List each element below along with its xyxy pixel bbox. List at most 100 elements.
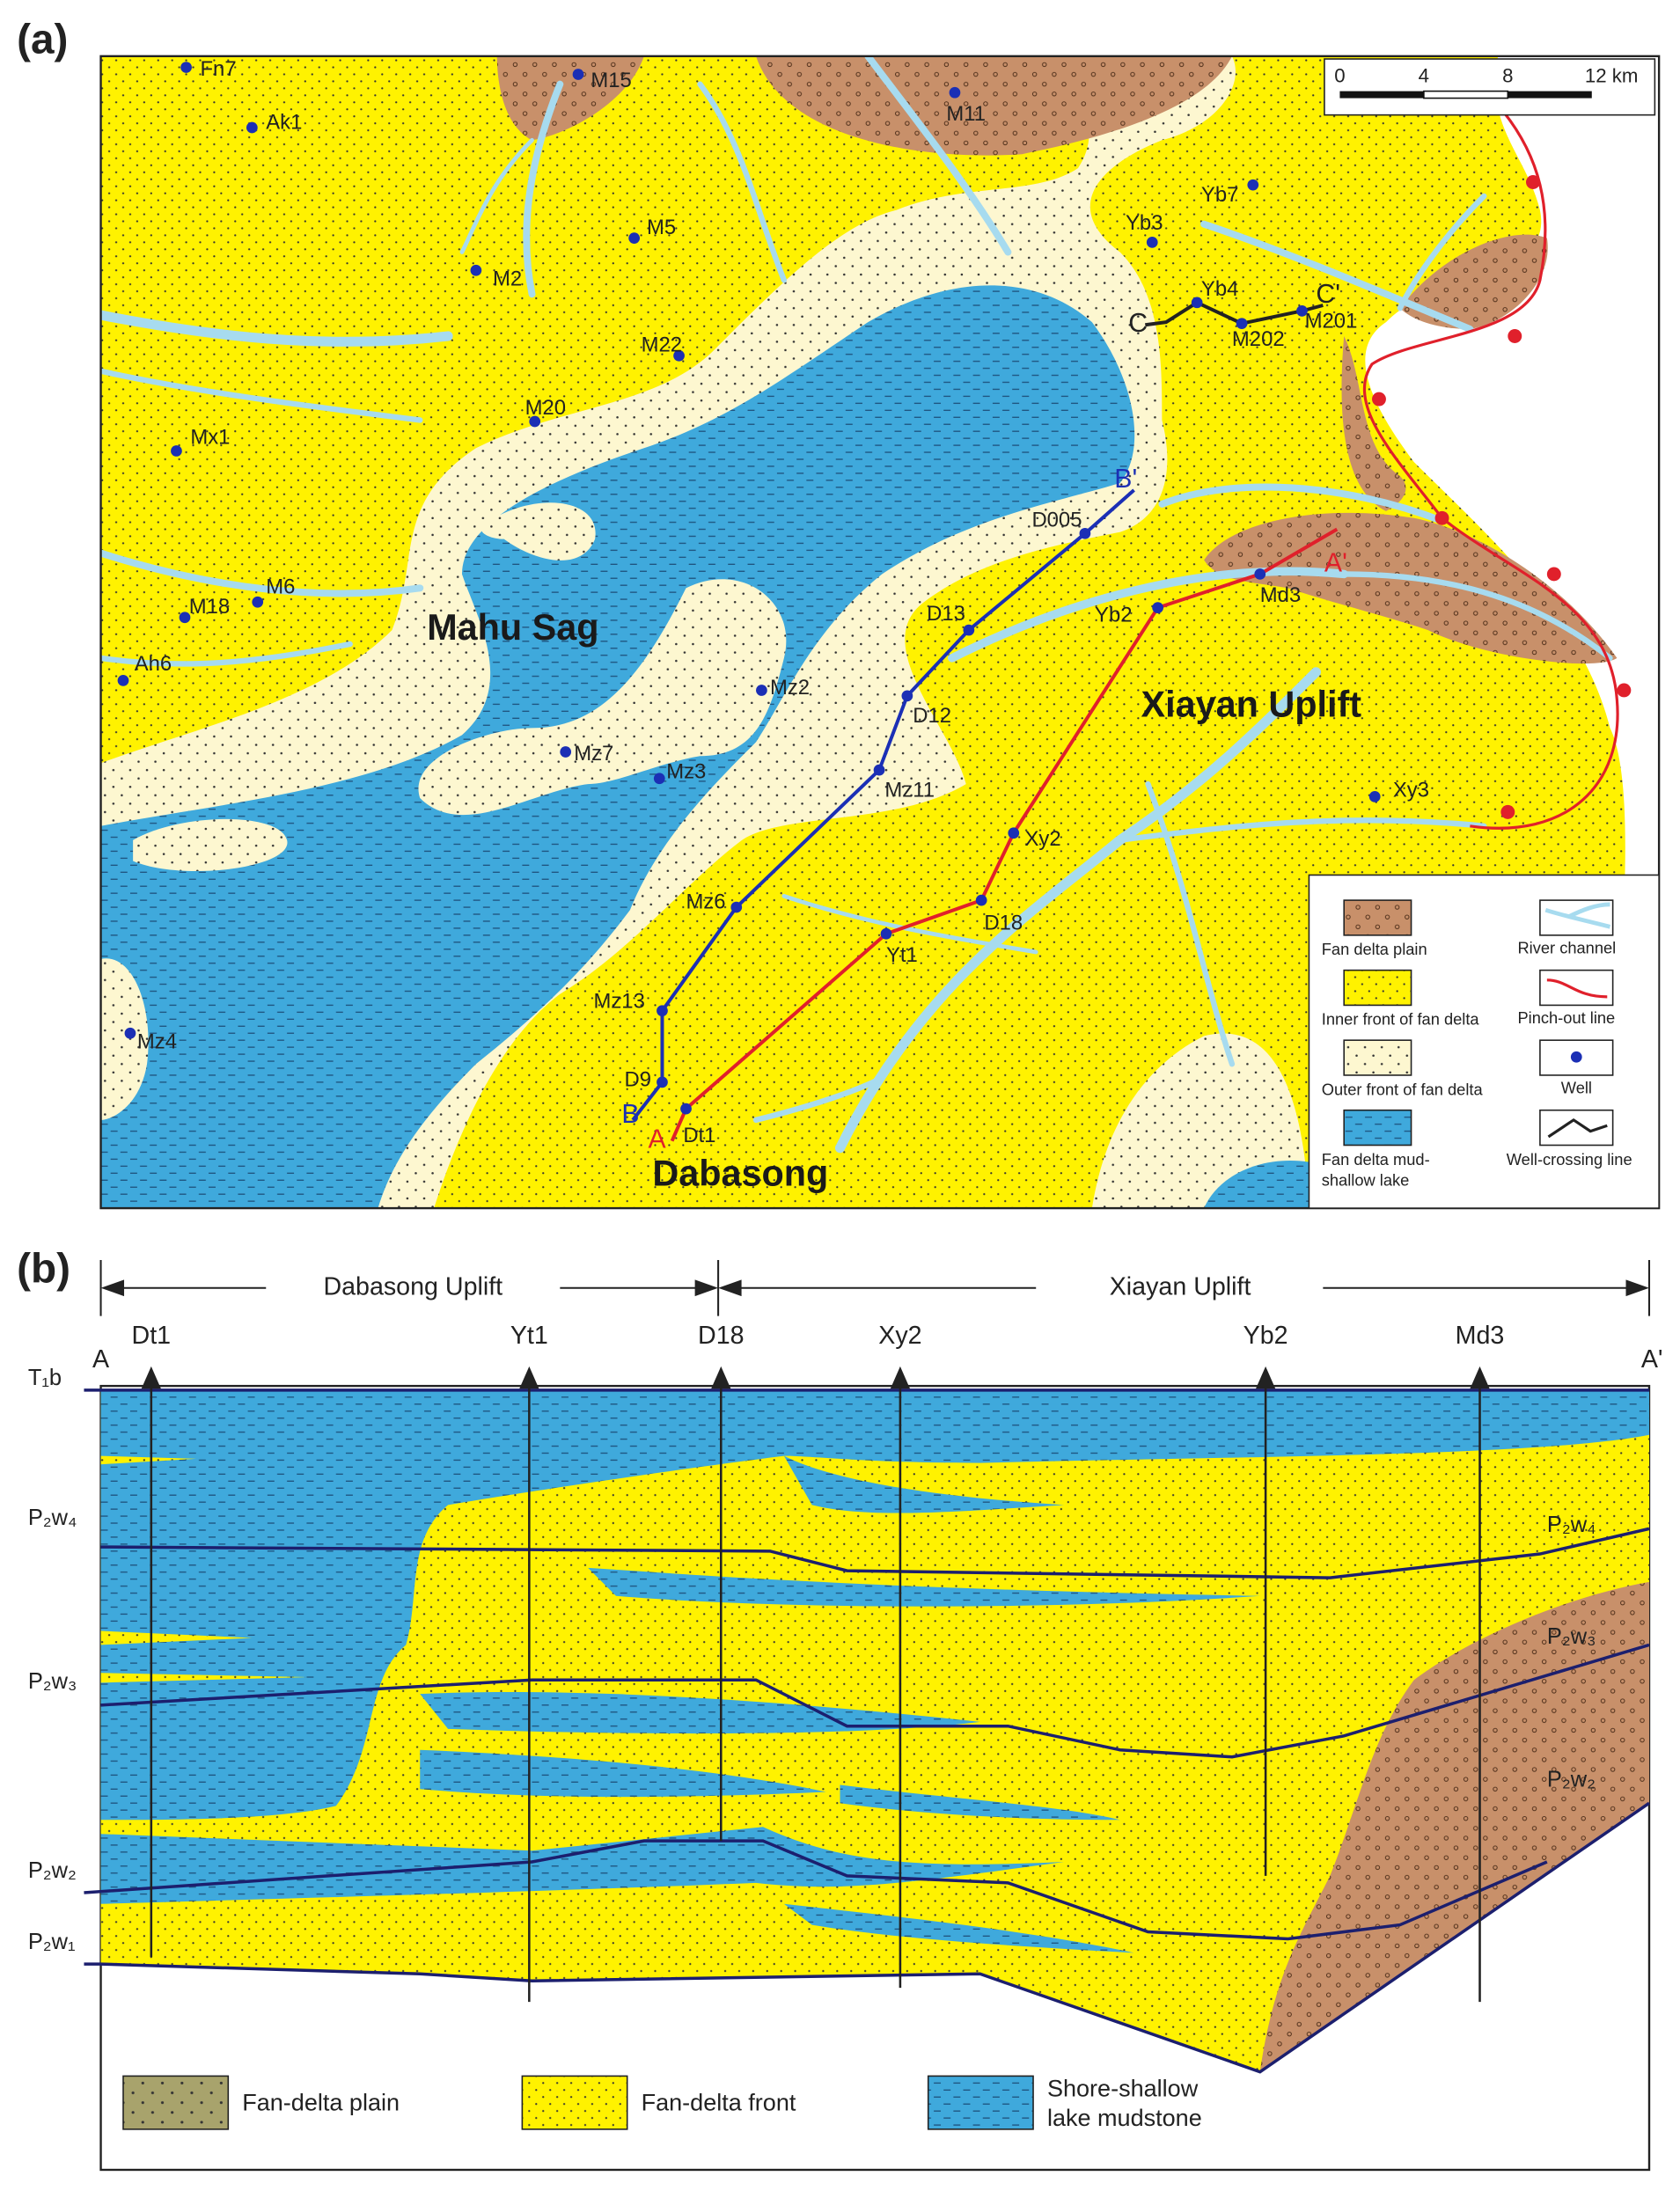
- scale-bar: 0 4 8 12 km: [1324, 58, 1656, 116]
- section-line-label: B': [1114, 465, 1137, 494]
- horizons: [84, 1388, 1650, 2074]
- well-head: [890, 1366, 911, 1389]
- horizon-label: P₂w₁: [28, 1930, 76, 1954]
- well-label: Fn7: [200, 57, 236, 81]
- well-label: Mz2: [770, 676, 810, 700]
- well-label: M18: [189, 595, 230, 619]
- well: [1368, 791, 1381, 802]
- legend-label: Well-crossing line: [1507, 1150, 1632, 1169]
- well: [880, 927, 892, 940]
- well: [730, 901, 743, 913]
- outer-front: [100, 958, 149, 1120]
- well: [949, 86, 961, 99]
- well: [680, 1103, 692, 1115]
- horizon-label: P₂w₂: [28, 1858, 77, 1883]
- well: [1254, 568, 1266, 580]
- outer-front: [481, 502, 596, 560]
- well-label: M20: [525, 396, 566, 420]
- horizon-label: T₁b: [28, 1366, 62, 1390]
- well-label: Dt1: [132, 1322, 172, 1350]
- river-channels: [100, 55, 1613, 1154]
- well: [1008, 827, 1020, 839]
- plain: [496, 55, 644, 141]
- well-label: M202: [1232, 327, 1285, 351]
- well-head: [141, 1366, 161, 1389]
- well: [572, 69, 584, 80]
- pinch-out-dots: [1372, 175, 1632, 819]
- well: [1079, 527, 1091, 539]
- plain: [1341, 335, 1406, 511]
- map-frame: [99, 55, 1661, 1210]
- section-end: A': [1641, 1345, 1663, 1374]
- lake: [1204, 1161, 1310, 1209]
- well-label: M6: [266, 575, 295, 599]
- outer-front: [418, 579, 787, 816]
- well: [1236, 318, 1248, 330]
- well-label: Mx1: [190, 425, 230, 449]
- well-label: Xy2: [878, 1322, 921, 1350]
- horizon-label: P₂w₄: [28, 1506, 77, 1530]
- well-label: M5: [647, 216, 676, 239]
- well: [1152, 602, 1163, 613]
- well: [171, 445, 182, 457]
- well-head: [519, 1366, 539, 1389]
- well: [529, 415, 541, 428]
- well-label: D13: [927, 602, 965, 626]
- well-label: D9: [625, 1068, 652, 1092]
- legend-label: Fan delta plain: [1322, 940, 1427, 958]
- well: [1146, 237, 1158, 248]
- well-label: Yb3: [1126, 211, 1163, 235]
- well-label: M22: [642, 333, 682, 356]
- well-label: Xy2: [1024, 827, 1060, 851]
- legend-label: Well: [1561, 1079, 1592, 1097]
- well: [117, 674, 129, 686]
- well: [673, 349, 685, 362]
- well-label: M201: [1305, 309, 1358, 333]
- panel-label: (b): [17, 1245, 70, 1292]
- well-label: Mz3: [666, 760, 706, 784]
- well-label: Mz11: [884, 778, 935, 802]
- well-label: Ak1: [266, 110, 302, 134]
- section-line-label: B: [621, 1100, 639, 1129]
- scale-label: 0: [1334, 65, 1345, 87]
- well-label: M2: [493, 267, 522, 291]
- well-label: Mz13: [594, 990, 645, 1014]
- well-label: M15: [591, 69, 631, 92]
- well-label: Md3: [1456, 1322, 1505, 1350]
- scale-label: 4: [1419, 65, 1429, 87]
- well: [628, 232, 641, 245]
- legend-label: shallow lake: [1322, 1171, 1410, 1190]
- horizon-label: P₂w₂: [1547, 1767, 1596, 1791]
- well-label: Yb2: [1095, 603, 1132, 626]
- well: [179, 612, 191, 624]
- outer-front: [133, 818, 288, 872]
- well-label: Yt1: [510, 1322, 548, 1350]
- well: [246, 121, 258, 134]
- well: [180, 62, 192, 73]
- well-label: Mz7: [574, 742, 613, 766]
- well-head: [1255, 1366, 1276, 1389]
- legend-label: Fan-delta plain: [242, 2089, 400, 2115]
- well: [975, 894, 987, 906]
- horizon-label: P₂w₄: [1547, 1513, 1596, 1537]
- region-label: Dabasong: [652, 1153, 828, 1193]
- plain: [1399, 234, 1548, 330]
- legend-label: River channel: [1517, 939, 1616, 957]
- pinch-out-line: [1362, 104, 1619, 830]
- scale-label: 8: [1502, 65, 1513, 87]
- well: [252, 596, 264, 608]
- section-line-label: A: [649, 1125, 667, 1154]
- well: [901, 690, 913, 702]
- legend-label: Shore-shallow: [1047, 2075, 1199, 2101]
- well: [657, 1005, 668, 1017]
- section-line-label: A': [1324, 548, 1347, 577]
- scale-label: 12 km: [1585, 65, 1639, 87]
- well-head: [1470, 1366, 1490, 1389]
- panel-label: (a): [17, 17, 68, 63]
- well-label: D005: [1031, 508, 1082, 531]
- uplift-label: Dabasong Uplift: [323, 1272, 503, 1300]
- plain: [1204, 512, 1618, 664]
- section-legend: Fan-delta plain Fan-delta front Shore-sh…: [122, 2075, 1202, 2131]
- well: [657, 1076, 668, 1088]
